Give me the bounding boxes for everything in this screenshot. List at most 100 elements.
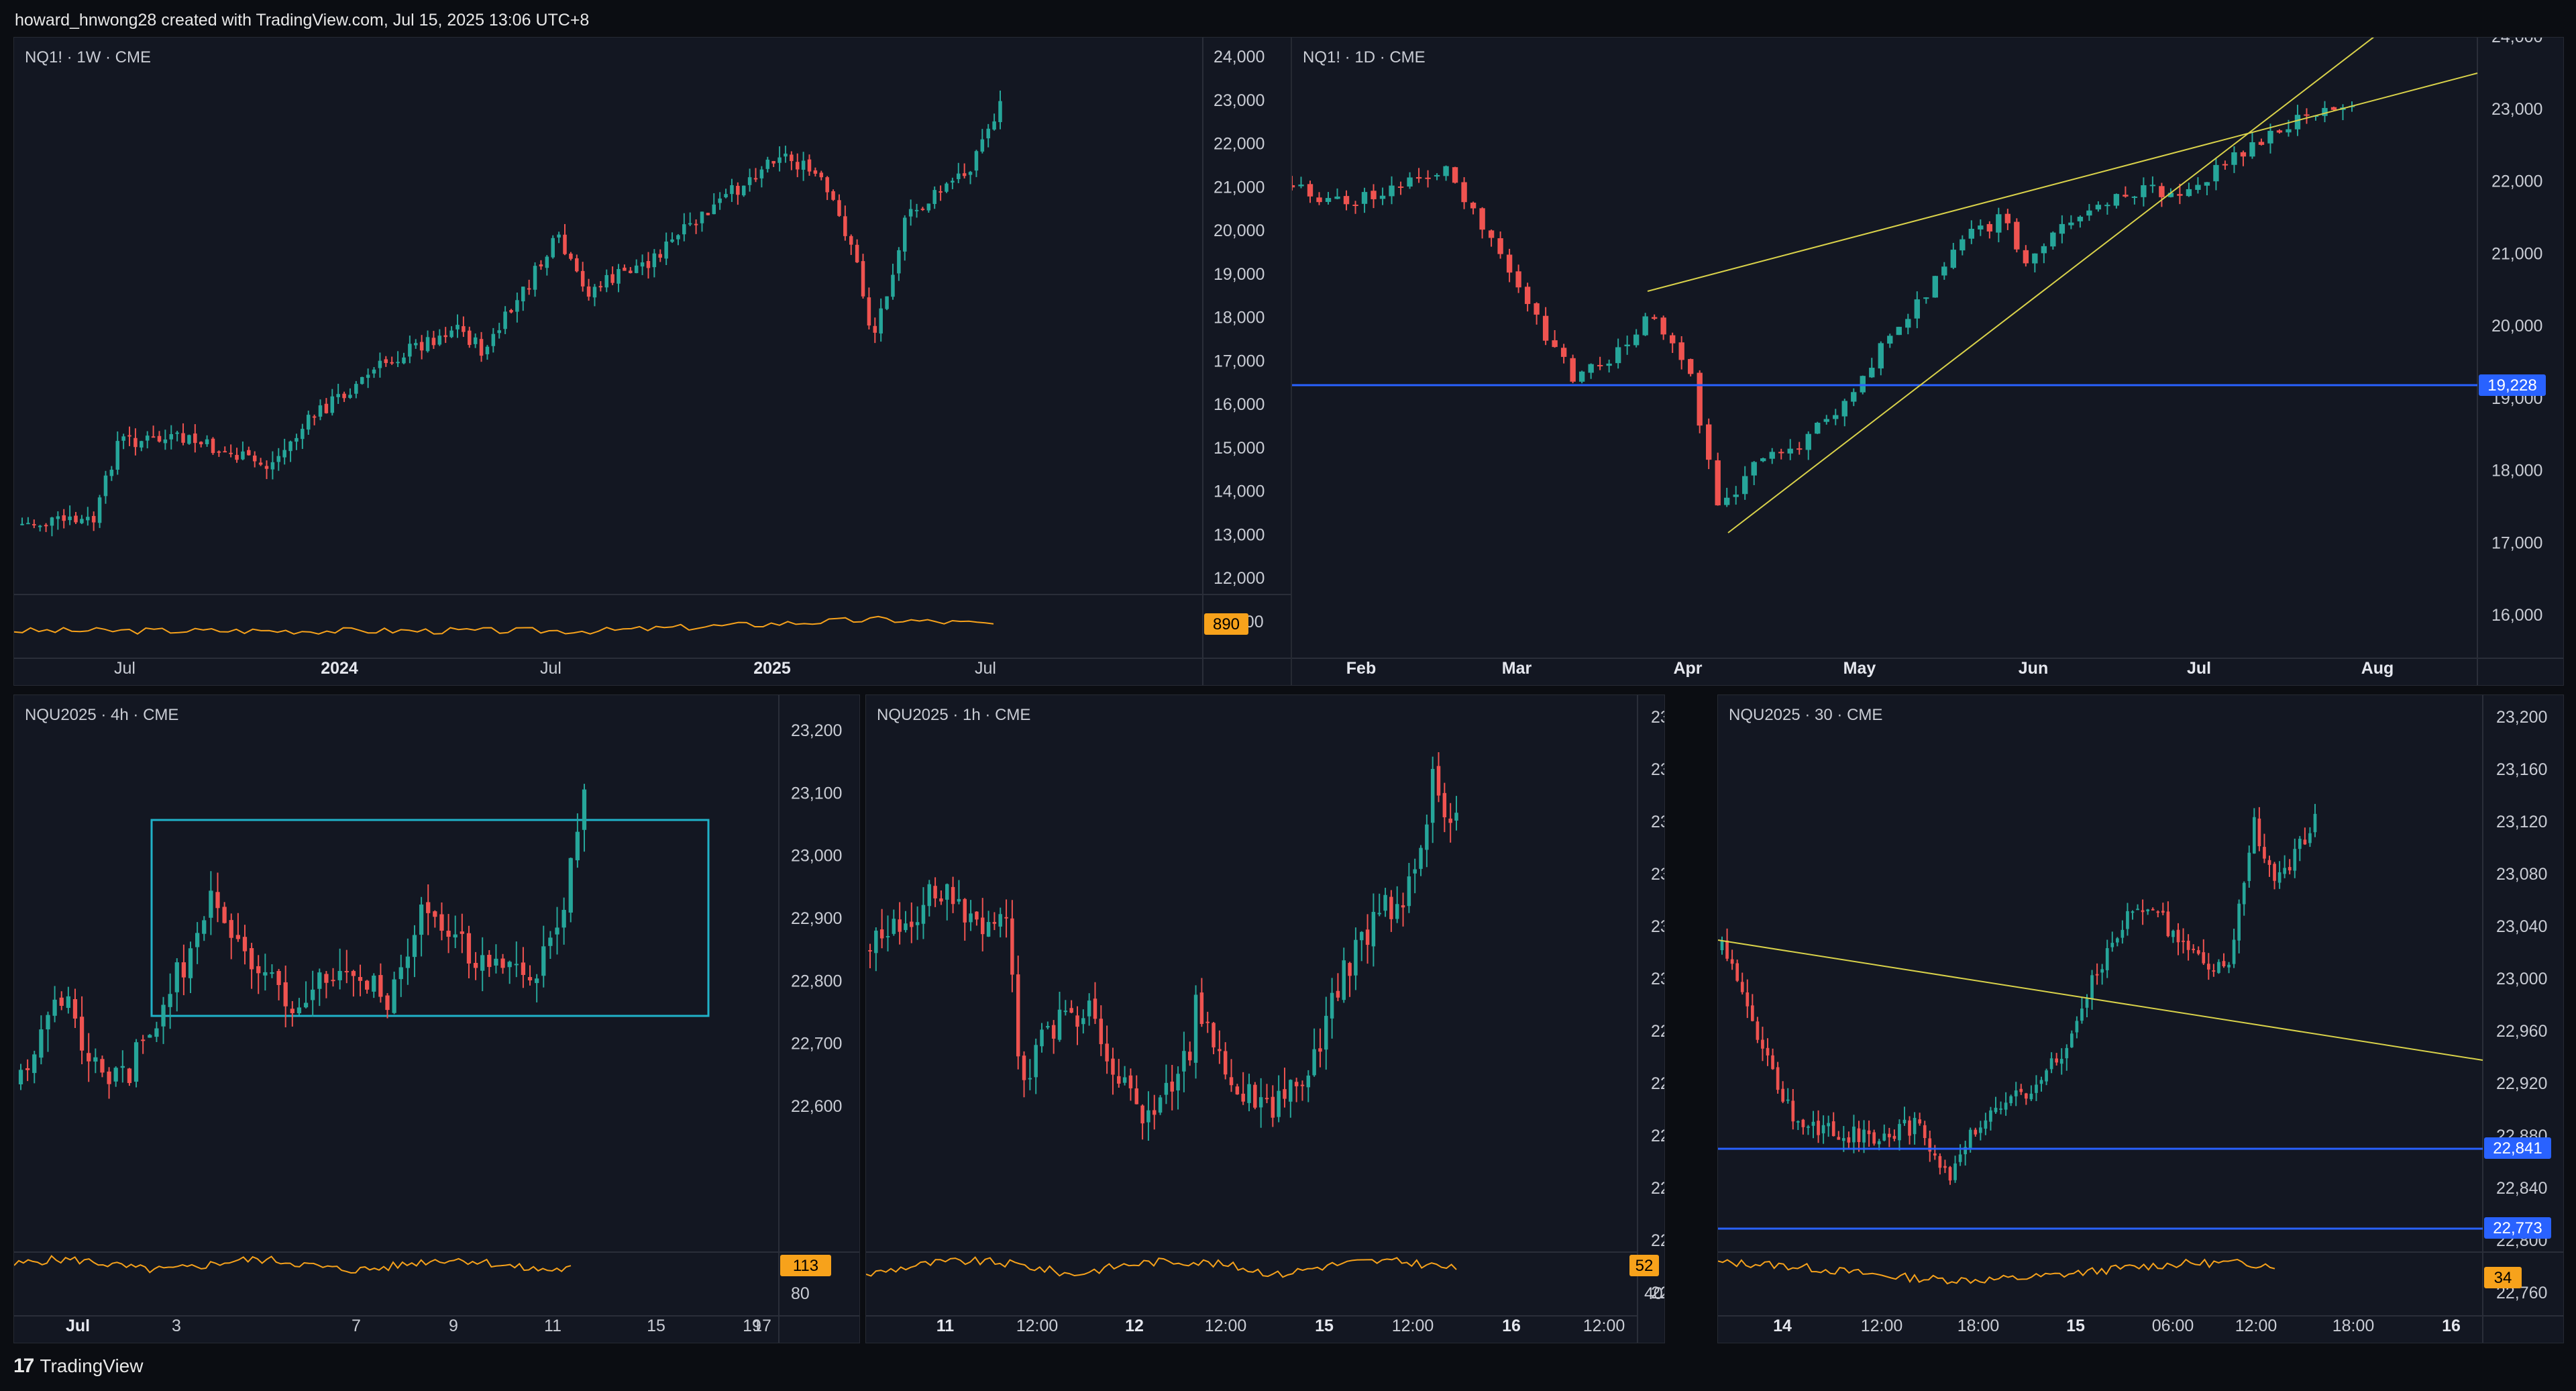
candle-body [1292, 185, 1295, 188]
time-axis-label: Apr [1673, 659, 1702, 678]
candle-body [2222, 961, 2226, 967]
candle-body [1348, 963, 1352, 976]
candle-body [1140, 1105, 1144, 1124]
candle-body [1725, 940, 1729, 959]
price-axis-label: 23,120 [1651, 813, 1664, 831]
candle-body [2267, 130, 2273, 144]
chart-canvas[interactable]: 24,00023,00022,00021,00020,00019,00018,0… [14, 38, 1291, 685]
candle-body [283, 982, 288, 1007]
candle-body [270, 462, 275, 470]
candle-body [148, 1035, 152, 1038]
candle-body [1960, 239, 1966, 251]
candle-body [18, 1070, 23, 1084]
candle-body [904, 923, 908, 931]
tradingview-logo[interactable]: 17 TradingView [13, 1353, 143, 1380]
candle-body [360, 376, 364, 384]
time-axis-label: Aug [2361, 659, 2394, 678]
candle-body [2202, 952, 2206, 964]
candle-body [2023, 250, 2029, 264]
range-box [150, 819, 710, 1017]
candle-body [1968, 228, 1975, 239]
candle-body [2104, 205, 2110, 207]
chart-panel-30m[interactable]: 23,200 23,160 23,120 23,080 23,040 23,000 22,9… [1717, 694, 2564, 1343]
candle-body [2294, 115, 2301, 130]
candle-body [1760, 458, 1766, 462]
candle-body [1898, 1124, 1901, 1141]
chart-canvas[interactable]: 24,00023,00022,00021,00020,00019,00018,0… [1292, 38, 2563, 685]
candle-body [2217, 962, 2220, 973]
candle-body [1918, 1119, 1922, 1124]
chart-panel-4h[interactable]: 23,200 23,100 23,000 22,900 22,800 22,700 22,6… [13, 694, 860, 1343]
candle-body [1841, 401, 1847, 417]
badge-bg [2479, 374, 2546, 396]
tradingview-logo-text: TradingView [40, 1355, 144, 1376]
price-axis-label: 22,880 [1651, 1127, 1664, 1145]
candle-body [342, 393, 346, 399]
candle-body [455, 325, 460, 329]
candle-body [62, 515, 66, 521]
chart-panel-1h[interactable]: 23,200 23,160 23,120 23,080 23,040 23,000 22,9… [865, 694, 1665, 1343]
candle-body [1004, 917, 1008, 919]
candle-body [50, 517, 54, 526]
candle-body [2105, 948, 2109, 970]
candle-body [1452, 167, 1458, 183]
candle-body [1488, 230, 1495, 238]
badge-text: 22,773 [2493, 1219, 2542, 1237]
price-axis-label: 19,000 [1214, 265, 1265, 284]
candle-body [1343, 196, 1350, 205]
candle-body [1862, 1129, 1866, 1143]
candle-body [324, 403, 329, 413]
price-axis-label: 22,840 [2496, 1179, 2547, 1198]
candle-body [1442, 792, 1447, 818]
chart-canvas[interactable]: 23,200 23,100 23,000 22,900 22,800 22,700 22,6… [14, 695, 859, 1343]
candle-body [453, 934, 458, 938]
candle-body [951, 886, 955, 905]
candle-body [1588, 364, 1594, 373]
candle-body [569, 253, 573, 259]
candle-body [1365, 929, 1370, 945]
candle-body [1307, 184, 1313, 197]
candle-body [1769, 452, 1775, 459]
price-axis-label: 22,600 [791, 1097, 842, 1116]
candle-body [515, 300, 519, 312]
candle-body [1087, 1000, 1091, 1017]
candle-body [473, 337, 478, 344]
chart-canvas[interactable]: 23,200 23,160 23,120 23,080 23,040 23,000 22,9… [866, 695, 1664, 1343]
candle-body [390, 362, 394, 364]
price-axis-label: 23,200 [1651, 708, 1664, 727]
candle-body [1978, 225, 1984, 229]
candle-body [500, 958, 505, 968]
candle-body [1425, 177, 1431, 179]
time-axis-label: 18:00 [2332, 1317, 2375, 1335]
candle-body [133, 1042, 139, 1082]
badge-bg [780, 1255, 831, 1276]
candle-body [433, 911, 437, 917]
candle-body [2110, 943, 2114, 947]
candle-body [563, 234, 567, 254]
candle-body [694, 223, 698, 225]
candle-body [188, 948, 193, 978]
candle-body [2059, 223, 2065, 234]
panel-title: NQ1! · 1W · CME [25, 48, 152, 66]
candle-body [2080, 1009, 2084, 1021]
candle-body [1811, 1121, 1815, 1126]
candle-body [903, 217, 907, 252]
candle-body [175, 432, 179, 434]
time-axis-label: 2025 [753, 659, 791, 678]
candle-body [2004, 1102, 2008, 1110]
chart-panel-daily[interactable]: 24,00023,00022,00021,00020,00019,00018,0… [1291, 37, 2564, 686]
chart-canvas[interactable]: 23,200 23,160 23,120 23,080 23,040 23,000 22,9… [1718, 695, 2563, 1343]
badge-bg [1629, 1255, 1659, 1276]
price-axis-label: 23,000 [791, 847, 842, 866]
candle-body [873, 325, 877, 333]
time-axis-label: 16 [1502, 1317, 1521, 1335]
candle-body [1434, 174, 1440, 177]
candle-body [113, 1068, 118, 1082]
candle-body [1817, 1121, 1820, 1135]
candle-body [1869, 368, 1875, 378]
candle-body [443, 335, 447, 338]
candle-body [986, 128, 990, 139]
chart-panel-weekly[interactable]: 24,000 23,000 22,000 21,000 20,000 19,000 18,0… [13, 37, 1291, 686]
volume-badge: 113 [780, 1255, 831, 1276]
candle-body [2059, 1059, 2063, 1064]
